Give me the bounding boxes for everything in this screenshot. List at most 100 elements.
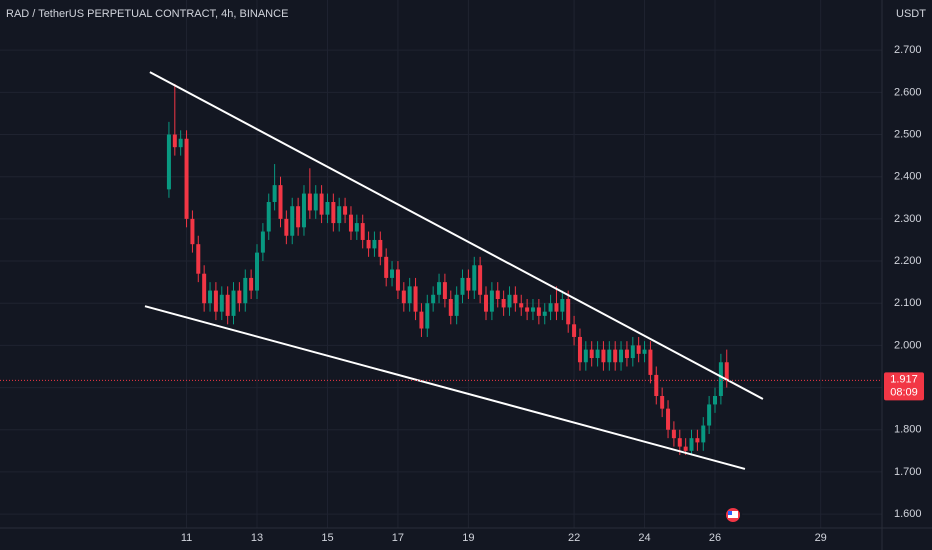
candle-body <box>583 349 588 363</box>
candle-body <box>530 307 535 312</box>
candle-body <box>319 193 324 215</box>
candle-body <box>354 223 359 232</box>
candle-body <box>607 349 612 363</box>
candle-body <box>478 265 483 295</box>
candle-body <box>671 429 676 439</box>
candle-body <box>536 307 541 316</box>
candle-body <box>266 202 271 232</box>
candle-body <box>325 202 330 215</box>
candle-body <box>695 438 700 443</box>
candle-body <box>284 218 289 236</box>
x-tick-label: 29 <box>815 532 827 544</box>
last-price-label: 1.917 <box>890 373 918 385</box>
candle-body <box>407 286 412 304</box>
candle-body <box>677 438 682 447</box>
x-tick-label: 11 <box>181 532 192 544</box>
candle-body <box>249 277 254 291</box>
event-flag <box>724 506 742 524</box>
candle-body <box>372 239 377 249</box>
candle-body <box>654 374 659 396</box>
candle-body <box>313 193 318 211</box>
candle-body <box>595 349 600 359</box>
candle-body <box>425 303 430 329</box>
candle-body <box>243 277 248 304</box>
candle-body <box>542 311 547 316</box>
y-tick-label: 2.300 <box>894 213 922 225</box>
candle-body <box>589 349 594 359</box>
candle-body <box>307 193 312 211</box>
candle-body <box>636 345 641 354</box>
candle-body <box>642 349 647 354</box>
candle-body <box>566 299 571 325</box>
candle-body <box>460 277 465 295</box>
candle-body <box>701 425 706 443</box>
candle-body <box>437 282 442 295</box>
candle-body <box>454 294 459 316</box>
candle-body <box>202 273 207 304</box>
candle-body <box>395 269 400 291</box>
y-tick-label: 1.600 <box>894 508 922 520</box>
x-tick-label: 13 <box>251 532 263 544</box>
candle-body <box>196 244 201 274</box>
x-tick-label: 26 <box>709 532 721 544</box>
x-tick-label: 22 <box>568 532 580 544</box>
y-tick-label: 2.200 <box>894 255 922 267</box>
candle-body <box>519 303 524 308</box>
candle-body <box>331 202 336 224</box>
candle-body <box>601 349 606 363</box>
candle-body <box>378 239 383 257</box>
candle-body <box>401 290 406 304</box>
candle-body <box>548 303 553 312</box>
candle-body <box>525 307 530 312</box>
candle-body <box>166 134 171 190</box>
candle-body <box>489 290 494 312</box>
candle-body <box>689 438 694 451</box>
candle-body <box>260 231 265 253</box>
candle-body <box>648 349 653 375</box>
y-tick-label: 2.600 <box>894 86 922 98</box>
y-axis-label: USDT <box>896 8 926 20</box>
candle-body <box>472 265 477 291</box>
candle-body <box>237 290 242 304</box>
countdown-label: 08:09 <box>890 386 918 398</box>
candle-body <box>213 290 218 312</box>
candle-body <box>431 294 436 304</box>
candle-body <box>724 362 729 381</box>
y-tick-label: 2.500 <box>894 128 922 140</box>
candle-body <box>484 294 489 312</box>
candle-body <box>707 404 712 426</box>
candle-body <box>219 294 224 312</box>
last-price-box <box>884 372 924 401</box>
x-tick-label: 17 <box>392 532 404 544</box>
candle-body <box>630 345 635 359</box>
candle-body <box>683 446 688 451</box>
candle-body <box>384 256 389 278</box>
candle-body <box>718 362 723 396</box>
candle-body <box>360 223 365 240</box>
candle-body <box>560 299 565 312</box>
y-tick-label: 1.800 <box>894 424 922 436</box>
trendline <box>149 71 764 400</box>
candle-body <box>466 277 471 291</box>
candle-body <box>255 252 260 291</box>
candle-body <box>507 294 512 308</box>
candle-body <box>337 206 342 224</box>
candle-body <box>713 396 718 405</box>
candle-body <box>660 396 665 409</box>
candle-body <box>501 299 506 308</box>
x-tick-label: 15 <box>321 532 333 544</box>
y-tick-label: 2.400 <box>894 171 922 183</box>
candle-body <box>190 218 195 245</box>
x-tick-label: 24 <box>638 532 650 544</box>
candle-body <box>296 206 301 228</box>
candle-body <box>208 290 213 304</box>
y-tick-label: 2.000 <box>894 339 922 351</box>
candle-body <box>442 282 447 300</box>
chart-title: RAD / TetherUS PERPETUAL CONTRACT, 4h, B… <box>6 8 288 20</box>
y-tick-label: 1.700 <box>894 466 922 478</box>
x-tick-label: 19 <box>462 532 474 544</box>
candle-body <box>225 294 230 316</box>
candle-body <box>348 214 353 232</box>
